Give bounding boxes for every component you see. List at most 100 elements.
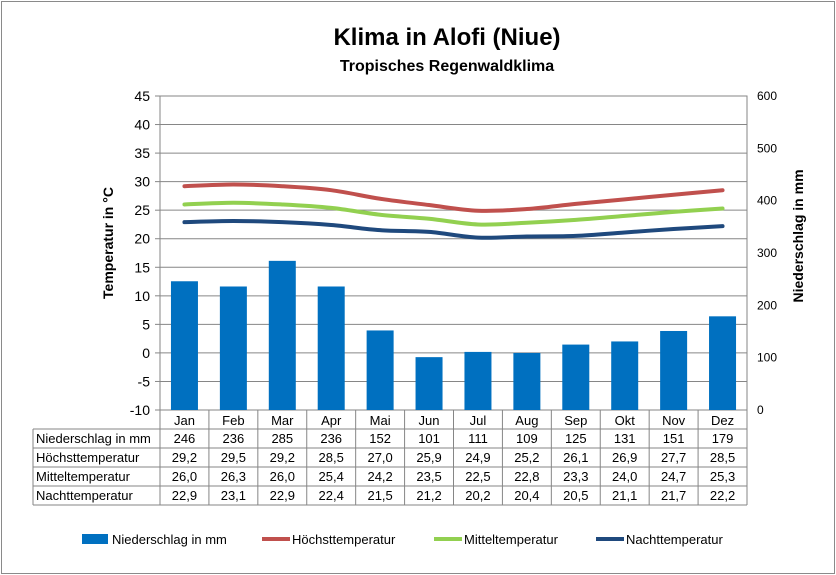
- table-cell: 152: [369, 431, 391, 446]
- table-cell: 28,5: [710, 450, 735, 465]
- bar-Aug: [513, 352, 541, 410]
- table-cell: 27,7: [661, 450, 686, 465]
- table-cell: 27,0: [367, 450, 392, 465]
- x-tick-label: Aug: [515, 413, 538, 428]
- table-cell: 285: [271, 431, 293, 446]
- legend-label: Mitteltemperatur: [464, 532, 559, 547]
- y-right-tick-label: 0: [757, 403, 764, 417]
- x-tick-label: Mar: [271, 413, 294, 428]
- table-cell: 246: [174, 431, 196, 446]
- table-cell: 21,1: [612, 488, 637, 503]
- plot-area: [159, 95, 748, 411]
- x-tick-label: Nov: [662, 413, 686, 428]
- y-left-tick-label: 35: [134, 145, 150, 161]
- y-left-tick-label: 30: [134, 174, 150, 190]
- table-cell: 22,5: [465, 469, 490, 484]
- table-cell: 20,2: [465, 488, 490, 503]
- x-tick-label: Feb: [222, 413, 244, 428]
- x-tick-label: Sep: [564, 413, 587, 428]
- table-cell: 22,9: [172, 488, 197, 503]
- bar-Dez: [709, 316, 737, 410]
- y-axis-left-label: Temperatur in °C: [100, 187, 116, 299]
- table-cell: 101: [418, 431, 440, 446]
- legend-label: Niederschlag in mm: [112, 532, 227, 547]
- line-höchsttemperatur: [182, 182, 725, 213]
- line-nachttemperatur: [182, 219, 725, 240]
- table-cell: 24,2: [367, 469, 392, 484]
- table-cell: 21,2: [416, 488, 441, 503]
- y-right-tick-label: 600: [757, 89, 777, 103]
- table-cell: 25,3: [710, 469, 735, 484]
- legend-swatch: [82, 534, 108, 544]
- y-left-tick-label: -5: [138, 373, 151, 389]
- table-cell: 131: [614, 431, 636, 446]
- y-right-tick-label: 100: [757, 351, 777, 365]
- table-cell: 21,5: [367, 488, 392, 503]
- line-mitteltemperatur: [182, 200, 725, 227]
- table-cell: 23,5: [416, 469, 441, 484]
- bar-Mar: [268, 260, 296, 410]
- bar-Nov: [660, 330, 688, 410]
- bar-Sep: [562, 344, 590, 410]
- table-cell: 29,2: [270, 450, 295, 465]
- y-right-tick-label: 500: [757, 141, 777, 155]
- table-cell: 23,1: [221, 488, 246, 503]
- bar-Jul: [464, 351, 492, 410]
- table-cell: 24,0: [612, 469, 637, 484]
- table-cell: 26,3: [221, 469, 246, 484]
- table-cell: 25,2: [514, 450, 539, 465]
- bar-Mai: [366, 330, 394, 410]
- table-cell: 151: [663, 431, 685, 446]
- table-cell: 22,4: [319, 488, 344, 503]
- table-cell: 28,5: [319, 450, 344, 465]
- table-cell: 22,8: [514, 469, 539, 484]
- table-cell: 25,9: [416, 450, 441, 465]
- chart-title: Klima in Alofi (Niue): [333, 24, 560, 51]
- y-left-tick-label: 0: [142, 345, 150, 361]
- x-tick-label: Jul: [470, 413, 487, 428]
- table-cell: 26,1: [563, 450, 588, 465]
- legend-item: Nachttemperatur: [596, 532, 723, 547]
- y-left-tick-label: -10: [130, 402, 150, 418]
- table-cell: 22,2: [710, 488, 735, 503]
- table-cell: 23,3: [563, 469, 588, 484]
- table-cell: 25,4: [319, 469, 344, 484]
- table-row-label: Mitteltemperatur: [36, 469, 131, 484]
- y-left-tick-label: 20: [134, 231, 150, 247]
- bar-Jun: [415, 357, 443, 410]
- legend-item: Mitteltemperatur: [434, 532, 559, 547]
- table-cell: 21,7: [661, 488, 686, 503]
- bar-Feb: [219, 286, 247, 410]
- table-cell: 29,2: [172, 450, 197, 465]
- y-right-tick-label: 300: [757, 246, 777, 260]
- table-cell: 236: [320, 431, 342, 446]
- y-left-tick-label: 40: [134, 117, 150, 133]
- y-right-tick-label: 200: [757, 298, 777, 312]
- table-cell: 24,9: [465, 450, 490, 465]
- table-cell: 26,0: [172, 469, 197, 484]
- bar-Apr: [317, 286, 345, 410]
- y-left-tick-label: 15: [134, 259, 150, 275]
- table-cell: 111: [468, 431, 488, 446]
- table-row-label: Nachttemperatur: [36, 488, 133, 503]
- x-tick-label: Mai: [370, 413, 391, 428]
- table-cell: 26,9: [612, 450, 637, 465]
- x-tick-label: Okt: [615, 413, 636, 428]
- chart-subtitle: Tropisches Regenwaldklima: [340, 58, 554, 75]
- table-cell: 20,4: [514, 488, 539, 503]
- x-tick-label: Jun: [419, 413, 440, 428]
- table-cell: 26,0: [270, 469, 295, 484]
- table-cell: 29,5: [221, 450, 246, 465]
- y-axis-right-label: Niederschlag in mm: [790, 169, 806, 302]
- table-cell: 179: [712, 431, 734, 446]
- x-tick-label: Apr: [321, 413, 342, 428]
- x-tick-label: Dez: [711, 413, 734, 428]
- table-cell: 24,7: [661, 469, 686, 484]
- bar-Jan: [170, 281, 198, 410]
- table-cell: 109: [516, 431, 538, 446]
- table-row-label: Höchsttemperatur: [36, 450, 140, 465]
- legend-item: Niederschlag in mm: [82, 532, 227, 547]
- y-right-tick-label: 400: [757, 194, 777, 208]
